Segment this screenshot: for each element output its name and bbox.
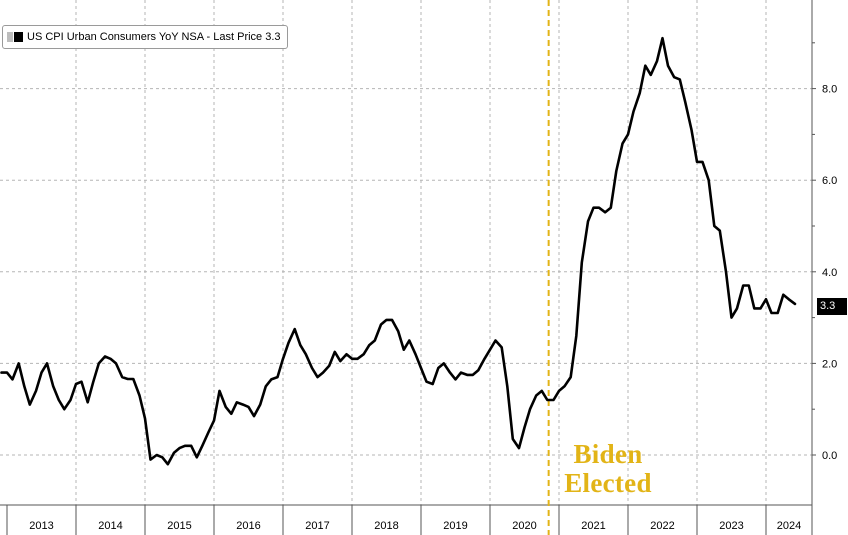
y-tick-label: 6.0 (822, 175, 837, 187)
x-tick-label: 2018 (374, 520, 398, 532)
cpi-series-line (0, 36, 797, 466)
x-tick-label: 2022 (650, 520, 674, 532)
x-tick-label: 2016 (236, 520, 260, 532)
annotation-line-2: Elected (564, 468, 652, 498)
legend-swatch (14, 32, 23, 42)
x-tick-label: 2015 (167, 520, 191, 532)
legend-label: US CPI Urban Consumers YoY NSA - Last Pr… (27, 31, 281, 43)
x-tick-label: 2014 (98, 520, 122, 532)
series-layer (0, 36, 797, 466)
axes (0, 0, 816, 535)
y-tick-label: 0.0 (822, 450, 837, 462)
y-tick-label: 4.0 (822, 267, 837, 279)
x-tick-label: 2021 (581, 520, 605, 532)
x-tick-label: 2023 (719, 520, 743, 532)
gridlines (0, 0, 812, 505)
x-tick-label: 2024 (777, 520, 801, 532)
y-tick-label: 8.0 (822, 84, 837, 96)
biden-elected-annotation: Biden Elected (548, 440, 668, 498)
legend: US CPI Urban Consumers YoY NSA - Last Pr… (2, 25, 288, 49)
last-price-badge: 3.3 (817, 298, 847, 315)
x-tick-label: 2020 (512, 520, 536, 532)
x-tick-label: 2013 (29, 520, 53, 532)
x-tick-label: 2017 (305, 520, 329, 532)
y-tick-label: 2.0 (822, 358, 837, 370)
annotation-line-1: Biden (573, 439, 643, 469)
x-tick-label: 2019 (443, 520, 467, 532)
legend-swatch-frame (7, 32, 13, 42)
tick-labels: 0.0 2.0 4.0 6.0 8.0 2013 2014 2015 2016 2017 2018 2… (29, 84, 837, 532)
